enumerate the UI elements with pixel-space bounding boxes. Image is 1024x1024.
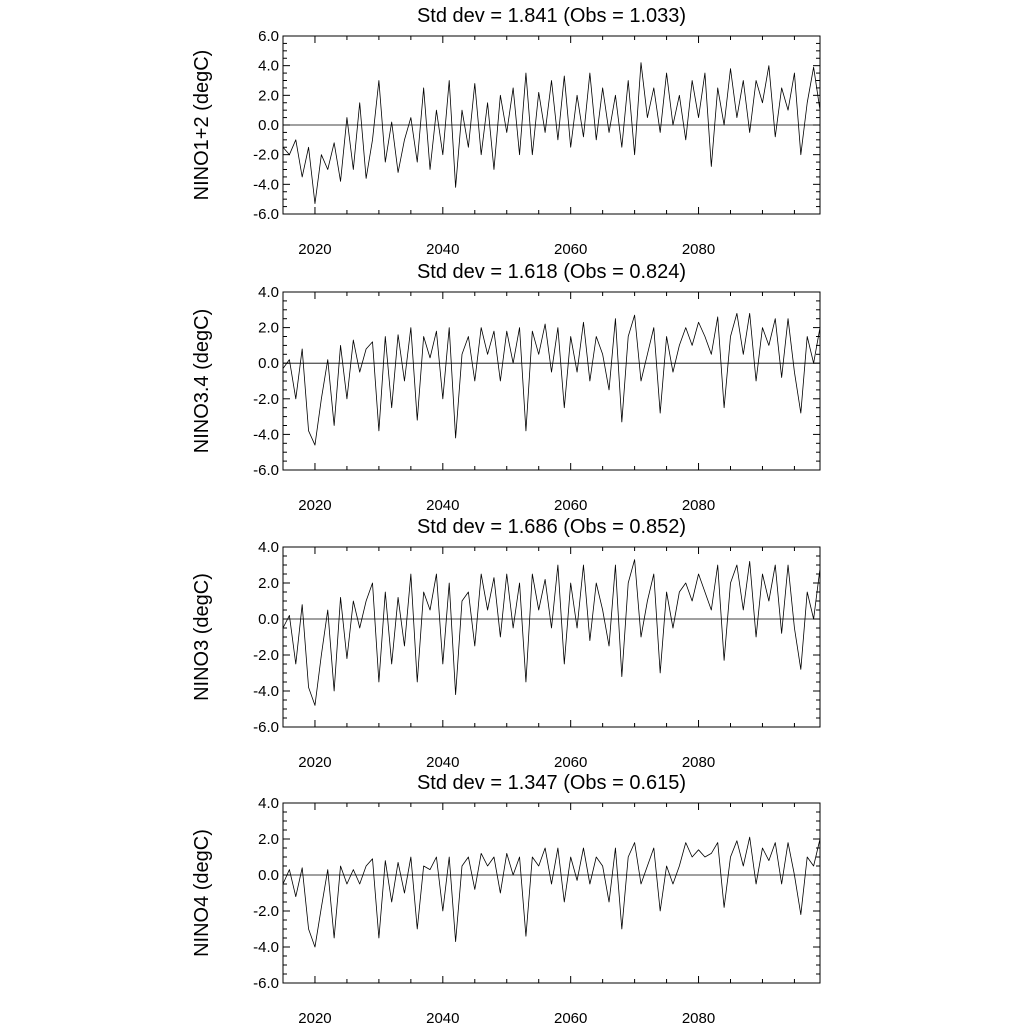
plot-frame [282,291,821,471]
y-tick-label: 0.0 [258,611,279,628]
series-line [282,312,821,446]
x-tick-label: 2060 [554,1010,587,1024]
y-tick-label: 2.0 [258,320,279,337]
x-tick-label: 2080 [682,1010,715,1024]
y-tick-label: -4.0 [253,176,279,193]
x-tick-label: 2080 [682,241,715,258]
series-line [282,836,821,948]
y-tick-label: 0.0 [258,117,279,134]
plot-frame [282,802,821,984]
y-tick-label: 0.0 [258,867,279,884]
x-tick-label: 2040 [426,241,459,258]
y-tick-label: 4.0 [258,284,279,301]
x-tick-label: 2040 [426,497,459,514]
y-axis-label: NINO3.4 (degC) [191,309,213,454]
x-tick-label: 2060 [554,497,587,514]
panel-title: Std dev = 1.347 (Obs = 0.615) [417,772,686,794]
y-tick-label: -2.0 [253,903,279,920]
panel-title: Std dev = 1.618 (Obs = 0.824) [417,261,686,283]
x-tick-label: 2060 [554,754,587,771]
y-tick-label: 2.0 [258,575,279,592]
y-tick-label: -6.0 [253,206,279,223]
y-tick-label: 2.0 [258,831,279,848]
x-tick-label: 2060 [554,241,587,258]
x-tick-label: 2040 [426,1010,459,1024]
y-tick-label: 4.0 [258,58,279,75]
y-tick-label: 6.0 [258,28,279,45]
y-tick-label: 2.0 [258,87,279,104]
x-tick-label: 2040 [426,754,459,771]
y-tick-label: 4.0 [258,539,279,556]
y-tick-label: 4.0 [258,795,279,812]
x-tick-label: 2020 [298,1010,331,1024]
panel-nino3: Std dev = 1.686 (Obs = 0.852) NINO3 (deg… [191,516,821,771]
x-tick-label: 2020 [298,241,331,258]
y-tick-label: -6.0 [253,975,279,992]
x-tick-label: 2020 [298,497,331,514]
y-tick-label: -2.0 [253,647,279,664]
y-tick-label: -4.0 [253,939,279,956]
y-axis-label: NINO4 (degC) [191,829,213,957]
panel-nino4: Std dev = 1.347 (Obs = 0.615) NINO4 (deg… [191,772,821,1024]
series-line [282,62,821,205]
y-tick-label: -6.0 [253,462,279,479]
y-axis-label: NINO1+2 (degC) [191,50,213,201]
panel-title: Std dev = 1.686 (Obs = 0.852) [417,516,686,538]
x-tick-label: 2080 [682,754,715,771]
panel-nino12: Std dev = 1.841 (Obs = 1.033) NINO1+2 (d… [191,5,821,258]
y-tick-label: -4.0 [253,426,279,443]
series-line [282,559,821,706]
y-tick-label: -2.0 [253,147,279,164]
y-tick-label: -4.0 [253,683,279,700]
panel-title: Std dev = 1.841 (Obs = 1.033) [417,5,686,27]
x-tick-label: 2020 [298,754,331,771]
plot-frame [282,546,821,728]
y-axis-label: NINO3 (degC) [191,573,213,701]
y-tick-label: -6.0 [253,719,279,736]
y-tick-label: -2.0 [253,391,279,408]
panel-nino34: Std dev = 1.618 (Obs = 0.824) NINO3.4 (d… [191,261,821,514]
y-tick-label: 0.0 [258,355,279,372]
x-tick-label: 2080 [682,497,715,514]
